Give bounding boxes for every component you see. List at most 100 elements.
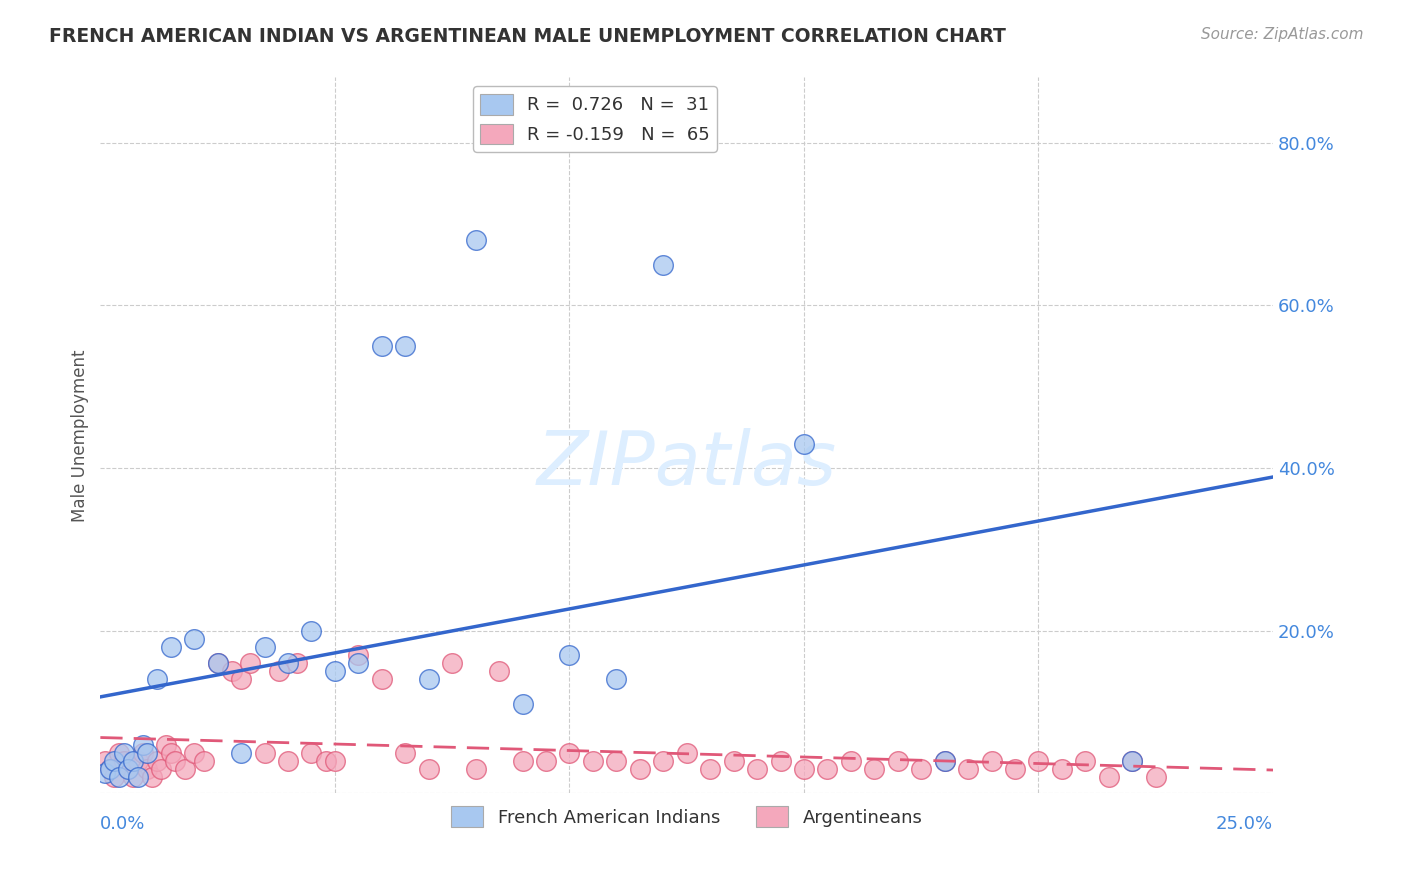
Point (347, 656, 370, 670)
Point (1028, 754, 1050, 768)
Point (1144, 770, 1167, 784)
Point (934, 754, 956, 768)
Point (464, 233, 486, 247)
Point (122, 754, 145, 768)
Point (699, 762, 721, 776)
Point (605, 754, 627, 768)
Text: FRENCH AMERICAN INDIAN VS ARGENTINEAN MALE UNEMPLOYMENT CORRELATION CHART: FRENCH AMERICAN INDIAN VS ARGENTINEAN MA… (49, 27, 1007, 45)
Point (418, 673, 440, 687)
Point (1050, 762, 1073, 776)
Point (98, 762, 121, 776)
Point (277, 754, 299, 768)
Point (723, 754, 745, 768)
Point (239, 656, 262, 670)
Point (122, 770, 145, 784)
Point (145, 754, 167, 768)
Point (394, 746, 416, 760)
Point (117, 762, 139, 776)
Point (131, 738, 153, 752)
Point (394, 339, 416, 353)
Point (94, 766, 117, 780)
Point (267, 665, 290, 679)
Y-axis label: Male Unemployment: Male Unemployment (72, 349, 89, 522)
Point (103, 770, 125, 784)
Point (323, 665, 346, 679)
Point (285, 656, 308, 670)
Point (323, 754, 346, 768)
Point (127, 754, 149, 768)
Point (145, 673, 167, 687)
Point (131, 746, 153, 760)
Point (512, 697, 534, 711)
Text: ZIPatlas: ZIPatlas (537, 428, 837, 500)
Point (98, 762, 121, 776)
Point (117, 762, 139, 776)
Point (488, 665, 510, 679)
Point (815, 762, 838, 776)
Point (221, 665, 243, 679)
Point (652, 258, 675, 272)
Point (301, 624, 323, 638)
Point (141, 770, 163, 784)
Point (108, 746, 131, 760)
Point (1098, 770, 1121, 784)
Point (558, 648, 581, 662)
Point (159, 640, 181, 654)
Point (910, 762, 932, 776)
Point (229, 673, 252, 687)
Point (173, 762, 195, 776)
Point (207, 656, 229, 670)
Point (582, 754, 605, 768)
Legend: French American Indians, Argentineans: French American Indians, Argentineans (443, 799, 929, 834)
Point (464, 762, 486, 776)
Point (94, 754, 117, 768)
Point (301, 746, 323, 760)
Point (159, 746, 181, 760)
Point (155, 738, 177, 752)
Text: 25.0%: 25.0% (1216, 815, 1272, 833)
Point (277, 656, 299, 670)
Point (745, 762, 768, 776)
Point (112, 746, 135, 760)
Point (207, 656, 229, 670)
Point (150, 762, 173, 776)
Point (229, 746, 252, 760)
Point (863, 762, 886, 776)
Point (558, 746, 581, 760)
Point (934, 754, 956, 768)
Point (418, 762, 440, 776)
Point (112, 754, 135, 768)
Point (839, 754, 862, 768)
Point (1004, 762, 1026, 776)
Point (1074, 754, 1097, 768)
Point (253, 640, 276, 654)
Point (512, 754, 534, 768)
Point (253, 746, 276, 760)
Point (183, 746, 205, 760)
Point (183, 632, 205, 646)
Point (1121, 754, 1143, 768)
Point (371, 673, 394, 687)
Point (136, 762, 159, 776)
Point (371, 339, 394, 353)
Point (675, 746, 697, 760)
Point (165, 754, 187, 768)
Point (957, 762, 980, 776)
Point (605, 673, 627, 687)
Point (1121, 754, 1143, 768)
Point (534, 754, 557, 768)
Point (980, 754, 1002, 768)
Point (652, 754, 675, 768)
Point (793, 436, 815, 450)
Point (769, 754, 792, 768)
Text: 0.0%: 0.0% (100, 815, 146, 833)
Point (108, 770, 131, 784)
Point (347, 648, 370, 662)
Point (628, 762, 651, 776)
Point (441, 656, 464, 670)
Point (315, 754, 337, 768)
Point (793, 762, 815, 776)
Point (127, 770, 149, 784)
Text: Source: ZipAtlas.com: Source: ZipAtlas.com (1201, 27, 1364, 42)
Point (103, 754, 125, 768)
